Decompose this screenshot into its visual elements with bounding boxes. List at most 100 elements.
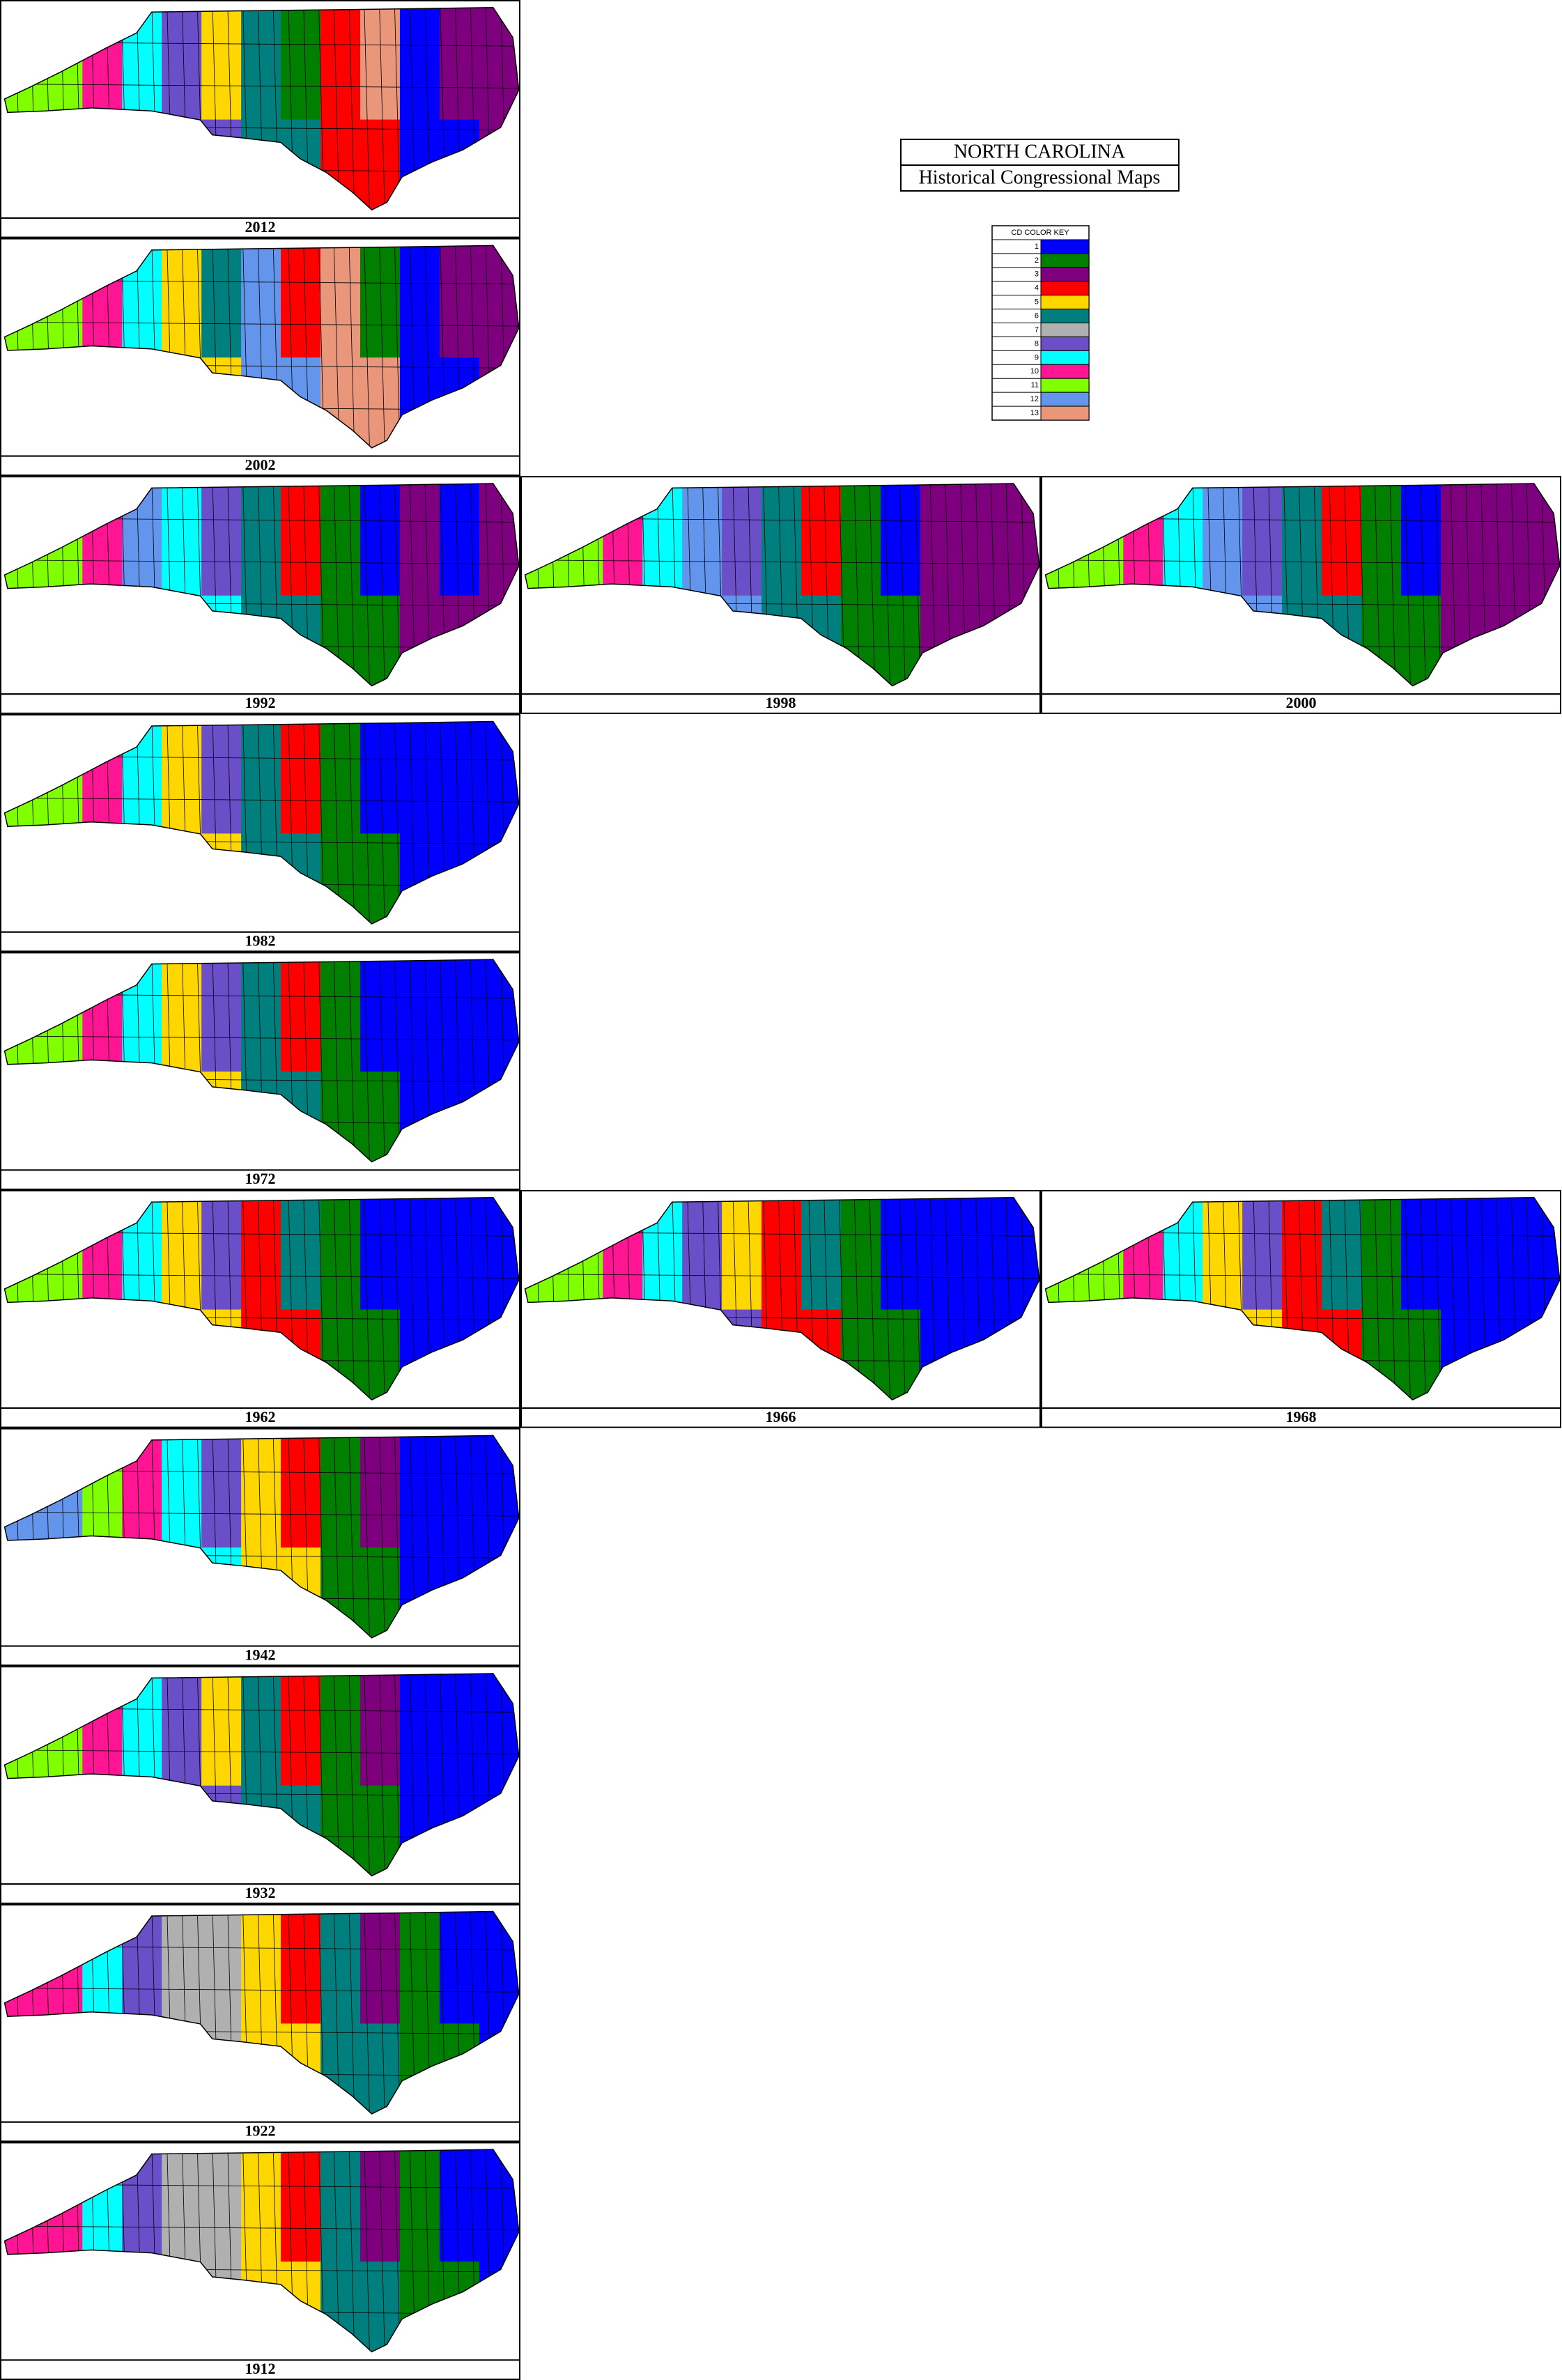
map-panel: 1912: [0, 2142, 520, 2380]
year-label: 1966: [766, 1408, 796, 1425]
county-line: [4, 2225, 519, 2231]
state-outline: [3, 1910, 520, 2115]
county-line: [4, 1511, 519, 1517]
map-panel: 1992: [0, 476, 520, 714]
state-outline: [1044, 1197, 1561, 1401]
year-cell: [0, 931, 520, 952]
key-label: 2: [1035, 256, 1039, 265]
county-line: [364, 483, 371, 686]
year-label: 2012: [245, 218, 276, 235]
key-swatch: [1040, 253, 1090, 268]
state-outline: [524, 483, 1040, 687]
county-line: [348, 1435, 355, 1638]
key-label: 6: [1035, 311, 1039, 320]
map-panel: 2000: [1041, 476, 1561, 714]
county-line: [379, 483, 385, 686]
key-swatch: [1040, 378, 1090, 393]
county-line: [379, 1673, 385, 1876]
county-line: [379, 7, 385, 210]
year-label: 1968: [1286, 1408, 1317, 1425]
map-panel: 1968: [1041, 1190, 1561, 1428]
map-panel: 1932: [0, 1666, 520, 1904]
state-outline: [1044, 483, 1561, 687]
county-line: [348, 7, 355, 210]
key-label: 3: [1035, 270, 1039, 279]
key-swatch: [1040, 364, 1090, 379]
county-line: [348, 1673, 355, 1876]
map-panel: 2002: [0, 238, 520, 477]
county-line: [364, 1673, 371, 1876]
county-line: [348, 721, 355, 925]
year-cell: [520, 1407, 1041, 1428]
map-panel: 2012: [0, 0, 520, 238]
key-swatch: [1040, 350, 1090, 365]
state-outline: [3, 1673, 520, 1877]
key-label: 12: [1030, 395, 1039, 403]
key-label: 8: [1035, 339, 1039, 348]
key-swatch: [1040, 239, 1090, 254]
year-cell: [0, 2359, 520, 2380]
county-line: [379, 959, 385, 1162]
county-line: [348, 2149, 355, 2352]
key-label: 13: [1030, 409, 1039, 417]
map-panel: 1966: [520, 1190, 1041, 1428]
key-label: 11: [1031, 381, 1039, 389]
year-label: 1992: [245, 694, 276, 711]
key-swatch: [1040, 267, 1090, 282]
map-panel: 1982: [0, 713, 520, 952]
state-outline: [3, 959, 520, 1163]
year-cell: [1041, 1407, 1561, 1428]
year-cell: [0, 455, 520, 477]
county-line: [4, 1035, 519, 1041]
key-swatch: [1040, 309, 1090, 324]
year-cell: [0, 1645, 520, 1667]
year-cell: [520, 693, 1041, 714]
county-line: [1045, 559, 1560, 565]
county-line: [364, 1911, 371, 2115]
state-outline: [3, 483, 520, 687]
county-line: [364, 959, 371, 1162]
map-panel: 1998: [520, 476, 1041, 714]
year-label: 1962: [245, 1408, 276, 1425]
county-line: [364, 1197, 371, 1400]
map-panel: 1972: [0, 952, 520, 1191]
county-line: [379, 1197, 385, 1400]
subtitle: Historical Congressional Maps: [919, 167, 1161, 188]
county-line: [4, 797, 519, 803]
key-label: 7: [1035, 325, 1039, 334]
state-outline: [3, 245, 520, 449]
county-line: [869, 1197, 876, 1400]
county-line: [379, 1911, 385, 2115]
year-label: 1982: [245, 932, 276, 950]
county-line: [1420, 1197, 1426, 1400]
county-line: [348, 1197, 355, 1400]
year-cell: [0, 2121, 520, 2142]
county-line: [364, 7, 371, 210]
county-line: [348, 959, 355, 1162]
county-line: [884, 483, 891, 686]
year-cell: [0, 693, 520, 714]
key-label: 10: [1030, 367, 1039, 376]
county-line: [884, 1197, 891, 1400]
county-line: [379, 1435, 385, 1638]
county-line: [379, 721, 385, 925]
year-label: 1922: [245, 2122, 276, 2140]
key-label: 5: [1035, 298, 1039, 307]
state-outline: [3, 1197, 520, 1401]
key-label: 4: [1035, 284, 1039, 293]
county-line: [899, 1197, 906, 1400]
county-line: [4, 1274, 519, 1278]
county-line: [1389, 483, 1396, 686]
county-line: [364, 1435, 371, 1638]
key-swatch: [1040, 405, 1090, 421]
key-swatch: [1040, 295, 1090, 310]
county-line: [869, 483, 876, 686]
county-line: [1405, 483, 1412, 686]
state-outline: [3, 7, 520, 211]
title-box: NORTH CAROLINA Historical Congressional …: [900, 139, 1180, 192]
county-line: [4, 321, 519, 327]
key-swatch: [1040, 392, 1090, 407]
title: NORTH CAROLINA: [954, 141, 1126, 162]
county-line: [899, 483, 906, 686]
county-line: [525, 1274, 1039, 1278]
